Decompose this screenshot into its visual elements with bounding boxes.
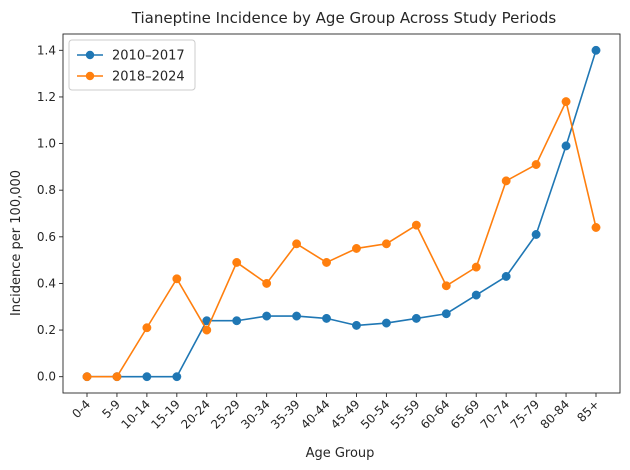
x-tick-label: 50-54 [358,397,393,432]
data-point [172,372,182,382]
legend: 2010–2017 2018–2024 [68,39,196,91]
data-point [381,239,391,249]
data-point [322,313,331,323]
data-point [142,323,152,333]
data-point [531,160,541,169]
y-tick-label: 0.6 [37,230,56,244]
series-line-2 [87,100,597,378]
y-tick-label: 0.8 [37,183,56,197]
x-tick-label: 0-4 [69,397,93,421]
data-point [292,239,302,249]
legend-marker [85,50,95,60]
x-axis-label: Age Group [306,446,375,461]
data-point [531,230,541,239]
y-axis-label: Incidence per 100,000 [9,170,24,316]
legend-marker [85,71,95,81]
data-point [262,278,272,288]
data-point [232,258,242,267]
x-tick-label: 30-34 [238,397,273,432]
data-point [112,372,122,382]
x-tick-label: 45-49 [328,397,363,432]
x-tick-label: 15-19 [148,397,183,432]
legend-label: 2018–2024 [112,70,185,85]
x-tick-label: 80-84 [538,397,573,432]
y-tick-label: 1.0 [37,137,56,151]
x-tick-label: 25-29 [208,397,243,432]
data-point [561,97,571,107]
legend-box [68,39,196,91]
x-tick-label: 55-59 [388,397,423,432]
y-tick-label: 0.2 [37,323,56,337]
x-tick-label: 60-64 [418,397,453,432]
x-tick-label: 20-24 [178,397,213,432]
x-tick-label: 40-44 [298,397,333,432]
data-point [591,223,601,232]
x-tick-label: 65-69 [448,397,483,432]
axes-frame [62,33,621,394]
data-point [471,262,481,272]
data-point [561,141,571,151]
data-point [322,258,331,267]
x-tick-label: 85+ [574,397,602,425]
y-tick-label: 0.4 [37,276,56,290]
data-point [292,311,302,321]
x-tick-label: 75-79 [508,397,543,432]
series-line-1 [87,50,597,378]
legend-label: 2010–2017 [112,49,185,64]
data-point [232,316,242,326]
data-point [591,45,601,55]
y-tick-label: 1.4 [37,43,56,57]
x-tick-label: 35-39 [268,397,303,432]
x-tick-label: 10-14 [118,397,153,432]
data-point [352,320,361,330]
data-point [441,281,451,291]
y-tick-label: 0.0 [37,370,56,384]
data-point [142,372,152,382]
data-point [411,313,421,323]
data-point [441,309,451,319]
data-point [501,271,511,281]
data-point [82,372,92,382]
data-point [352,244,361,253]
y-tick-label: 1.2 [37,90,56,104]
data-point [381,318,391,328]
data-point [501,176,511,186]
data-point [262,311,272,321]
plot-area: 0.0 0.2 0.4 0.6 0.8 1.0 1.2 1.4 0-4 5-910-1415-19… [37,33,621,432]
chart-title: Tianeptine Incidence by Age Group Across… [131,9,557,27]
data-point [202,325,212,335]
x-tick-label: 70-74 [478,397,513,432]
data-point [471,290,481,300]
x-tick-label: 5-9 [99,397,123,421]
data-point [411,220,421,230]
data-point [172,274,182,284]
